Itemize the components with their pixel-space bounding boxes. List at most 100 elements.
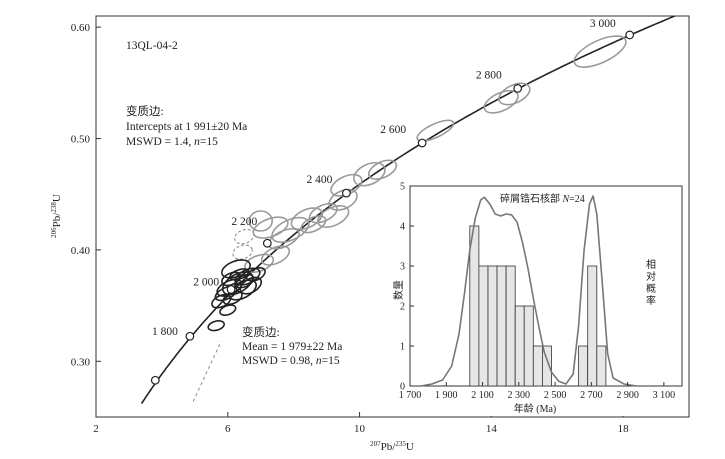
histogram-bar <box>496 265 507 387</box>
age-marker <box>150 375 160 385</box>
inset-y-label: 数量 <box>392 280 405 300</box>
histogram-bar <box>469 225 480 387</box>
y-tick-label: 0.60 <box>71 22 91 34</box>
histogram-bar <box>478 265 489 387</box>
age-marker <box>341 188 351 198</box>
inset-probability-curve <box>420 195 637 387</box>
probability-curve <box>420 195 637 387</box>
core-error-ellipse <box>353 161 386 187</box>
age-label: 2 600 <box>380 124 406 136</box>
inset-y-tick-label: 1 <box>400 342 405 353</box>
sample-label: 13QL-04-2 <box>126 40 178 52</box>
y-tick-label: 0.40 <box>71 245 91 257</box>
core-error-ellipse <box>300 215 327 234</box>
concordia-age-markers <box>150 30 635 385</box>
x-axis-label: 207Pb/235U <box>370 440 414 453</box>
histogram-bar <box>514 305 525 387</box>
x-tick-label: 10 <box>354 423 366 435</box>
inset-y-tick-label: 3 <box>400 262 405 273</box>
histogram-bar <box>587 265 598 387</box>
age-label: 3 000 <box>590 18 616 30</box>
age-marker <box>417 138 427 148</box>
core-error-ellipse <box>573 35 627 68</box>
inset-histogram: 1 700 1 900 2 100 2 300 2 500 2 700 2 900 3 100… <box>392 180 688 416</box>
age-label: 2 800 <box>476 69 502 81</box>
rim-error-ellipse <box>207 320 226 332</box>
age-label: 2 200 <box>231 216 257 228</box>
age-label: 2 000 <box>193 276 219 288</box>
age-marker <box>625 30 635 40</box>
upper-annotation-line2: MSWD = 1.4, n=15 <box>126 136 218 148</box>
main-axes: 2 6 10 14 180.300.400.500.60 <box>71 22 629 435</box>
core-error-ellipse <box>271 216 310 244</box>
inset-x-tick-label: 2 700 <box>580 390 603 401</box>
core-error-ellipse <box>290 207 324 231</box>
inset-x-tick-label: 1 700 <box>399 390 422 401</box>
age-label: 2 400 <box>307 174 333 186</box>
age-marker <box>226 285 236 294</box>
core-error-ellipse <box>328 188 358 211</box>
histogram-bar <box>505 265 516 387</box>
rim-error-ellipse <box>221 271 242 287</box>
rim-error-ellipse <box>219 304 237 316</box>
histogram-bar <box>578 345 589 387</box>
age-marker <box>513 84 523 93</box>
inset-axes: 1 700 1 900 2 100 2 300 2 500 2 700 2 900 3 100… <box>399 182 675 402</box>
rim-error-ellipse <box>245 267 266 282</box>
dashed-error-ellipse <box>234 228 255 245</box>
concordia-age-labels: 1 800 2 000 2 200 2 400 2 600 2 800 3 000 <box>152 18 616 338</box>
core-error-ellipse <box>308 202 338 224</box>
upper-annotation-title: 变质边: <box>126 104 164 118</box>
y-tick-label: 0.30 <box>71 356 91 368</box>
rim-error-ellipse <box>229 268 250 281</box>
main-plot-area <box>140 16 677 405</box>
inset-x-tick-label: 2 300 <box>508 390 531 401</box>
inset-y2-label: 相对概率 <box>646 258 656 307</box>
discordia-line <box>192 341 222 402</box>
rim-error-ellipse <box>221 259 251 279</box>
inset-y2-label-text: 相对概率 <box>646 258 656 307</box>
core-error-ellipse <box>260 245 291 266</box>
histogram-bar <box>532 345 543 387</box>
age-label: 1 800 <box>152 326 178 338</box>
lower-annotation-line2: MSWD = 0.98, n=15 <box>242 355 340 367</box>
inset-x-tick-label: 2 900 <box>616 390 639 401</box>
y-tick-label: 0.50 <box>71 134 91 146</box>
core-error-ellipse <box>416 119 455 142</box>
histogram-bar <box>596 345 607 387</box>
core-error-ellipse <box>248 210 274 232</box>
inset-bars <box>469 225 607 387</box>
upper-annotation-line1: Intercepts at 1 991±20 Ma <box>126 121 247 133</box>
inset-y-tick-label: 4 <box>400 222 405 233</box>
age-marker <box>262 238 272 248</box>
lower-annotation-title: 变质边: <box>242 325 280 339</box>
rim-error-ellipse <box>234 273 255 289</box>
plot-frame <box>95 15 690 418</box>
concordia-curve <box>140 16 677 405</box>
histogram-bar <box>487 265 498 387</box>
inset-x-tick-label: 2 100 <box>471 390 494 401</box>
x-tick-label: 6 <box>225 423 231 435</box>
core-error-ellipse <box>498 82 531 106</box>
core-error-ellipse <box>483 89 519 114</box>
inset-x-tick-label: 3 100 <box>653 390 676 401</box>
lower-annotation-line1: Mean = 1 979±22 Ma <box>242 341 342 353</box>
core-error-ellipse <box>367 159 398 180</box>
histogram-bar <box>542 345 552 387</box>
core-error-ellipse <box>316 205 350 228</box>
x-tick-label: 2 <box>93 423 99 435</box>
inset-y-tick-label: 5 <box>400 182 405 193</box>
inset-title: 碎屑锆石核部 N=24 <box>500 192 585 205</box>
histogram-bar <box>523 305 534 387</box>
inset-y-tick-label: 2 <box>400 302 405 313</box>
lower-annotation: 变质边: Mean = 1 979±22 Ma MSWD = 0.98, n=1… <box>242 325 342 367</box>
inset-y-tick-label: 0 <box>400 382 405 393</box>
inset-x-tick-label: 1 900 <box>435 390 458 401</box>
y-axis-label: 206Pb/238U <box>50 194 63 238</box>
x-tick-label: 14 <box>486 423 498 435</box>
age-marker <box>185 331 195 341</box>
x-tick-label: 18 <box>618 423 630 435</box>
inset-x-label: 年龄 (Ma) <box>514 402 557 415</box>
inset-x-tick-label: 2 500 <box>544 390 567 401</box>
